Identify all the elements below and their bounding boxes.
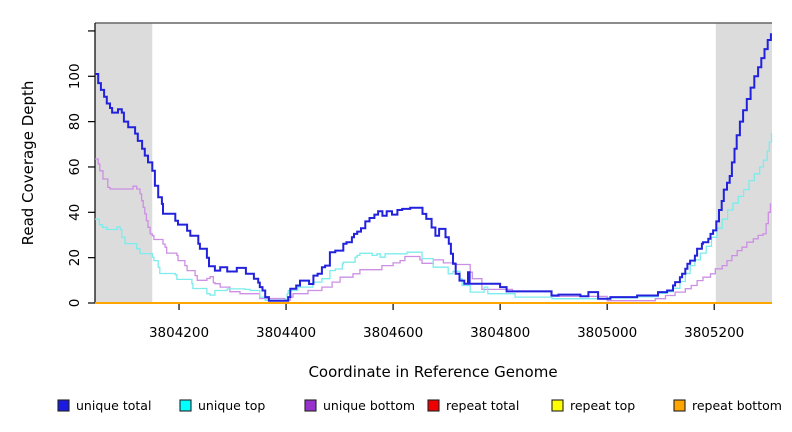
x-tick-label: 3804600: [363, 325, 423, 341]
y-tick-label: 80: [67, 113, 83, 130]
legend-label-repeat-total: repeat total: [446, 398, 519, 413]
coverage-lines: [95, 33, 773, 304]
legend-swatch-repeat-total: [427, 399, 440, 412]
series-unique-total: [95, 33, 772, 302]
legend-swatch-unique-total: [57, 399, 70, 412]
legend-label-unique-total: unique total: [76, 398, 151, 413]
x-tick-label: 3805000: [577, 325, 637, 341]
x-tick-label: 3804200: [149, 325, 209, 341]
legend-swatch-unique-top: [179, 399, 192, 412]
y-tick-label: 60: [67, 158, 83, 175]
repeat-region-band: [715, 23, 772, 303]
y-tick-label: 0: [67, 299, 83, 308]
axes: 0 20 40 60 80 100 3804200 3804400 3804600 3804800…: [67, 23, 744, 341]
x-tick-label: 3804400: [256, 325, 316, 341]
y-tick-label: 20: [67, 249, 83, 266]
y-tick-label: 40: [67, 204, 83, 221]
legend-swatch-repeat-top: [551, 399, 564, 412]
x-tick-label: 3804800: [470, 325, 530, 341]
legend-label-repeat-bottom: repeat bottom: [692, 398, 782, 413]
shaded-repeat-regions: [95, 23, 772, 303]
y-tick-label: 100: [67, 63, 83, 89]
x-tick-label: 3805200: [684, 325, 744, 341]
repeat-region-band: [95, 23, 153, 303]
y-axis-title: Read Coverage Depth: [19, 81, 37, 246]
x-axis-title: Coordinate in Reference Genome: [308, 363, 557, 381]
series-unique-bottom: [95, 158, 772, 302]
legend-swatch-unique-bottom: [304, 399, 317, 412]
legend-label-unique-bottom: unique bottom: [323, 398, 415, 413]
legend-swatch-repeat-bottom: [673, 399, 686, 412]
legend-label-unique-top: unique top: [198, 398, 265, 413]
legend-label-repeat-top: repeat top: [570, 398, 635, 413]
legend: unique total unique top unique bottom repea…: [57, 398, 782, 413]
